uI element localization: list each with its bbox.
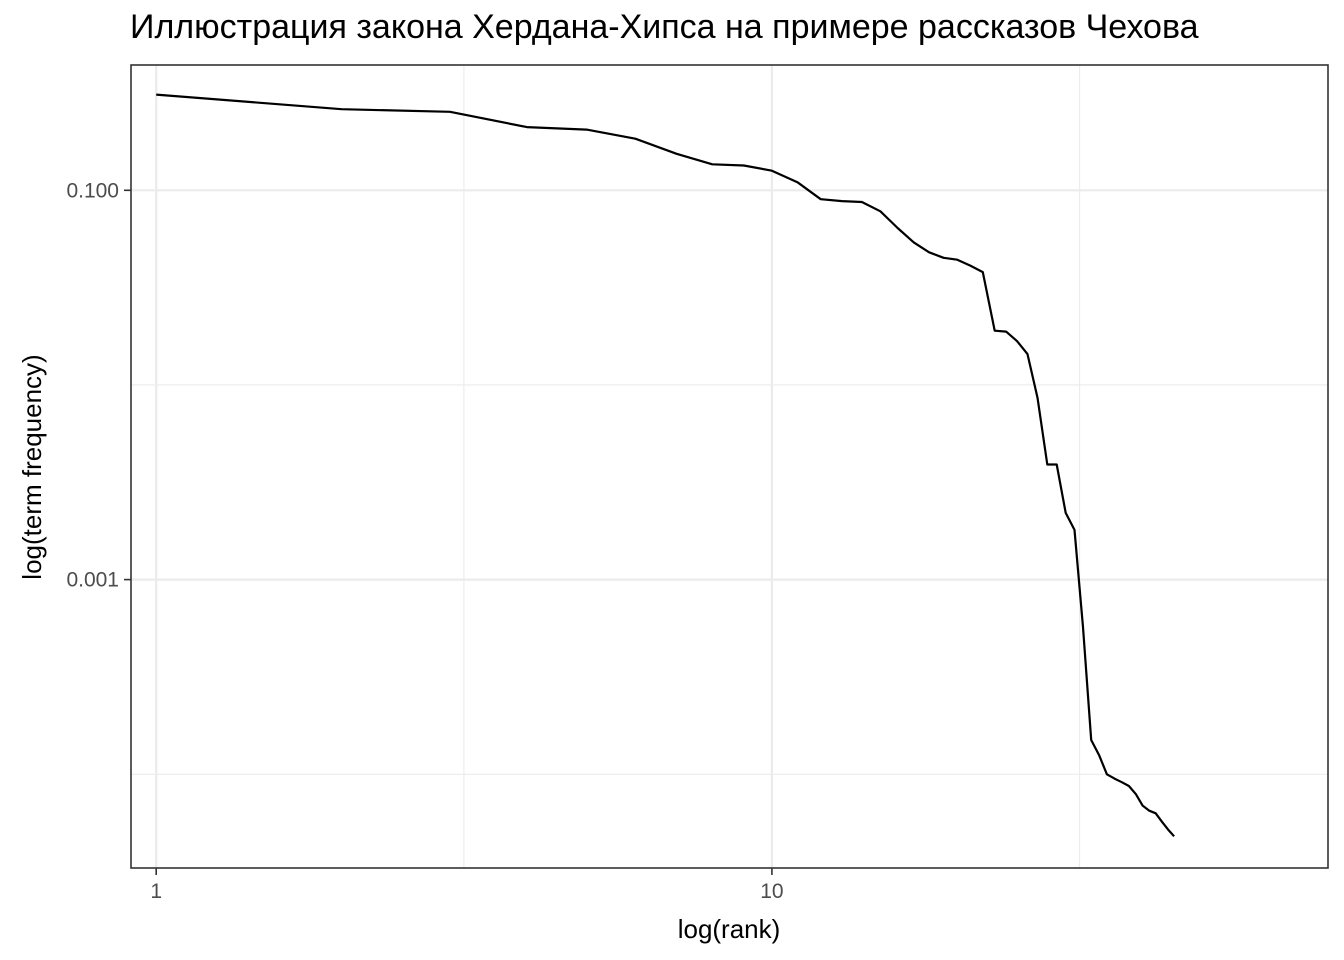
series-line-0	[156, 93, 1175, 838]
y-tick-label-0: 0.100	[66, 179, 119, 202]
x-tick-label-1: 10	[760, 880, 783, 903]
axis-layer: 1 10 0.100 0.001	[66, 179, 783, 903]
y-tick-label-1: 0.001	[66, 569, 119, 592]
y-axis-title: log(term frequency)	[17, 354, 47, 579]
plot-background	[131, 65, 1328, 868]
line-layer	[156, 93, 1175, 838]
x-axis-title: log(rank)	[678, 914, 781, 944]
x-tick-label-0: 1	[150, 880, 162, 903]
grid-layer	[131, 65, 1328, 868]
plot-panel-border	[130, 64, 1329, 869]
chart-title: Иллюстрация закона Хердана-Хипса на прим…	[130, 8, 1199, 46]
